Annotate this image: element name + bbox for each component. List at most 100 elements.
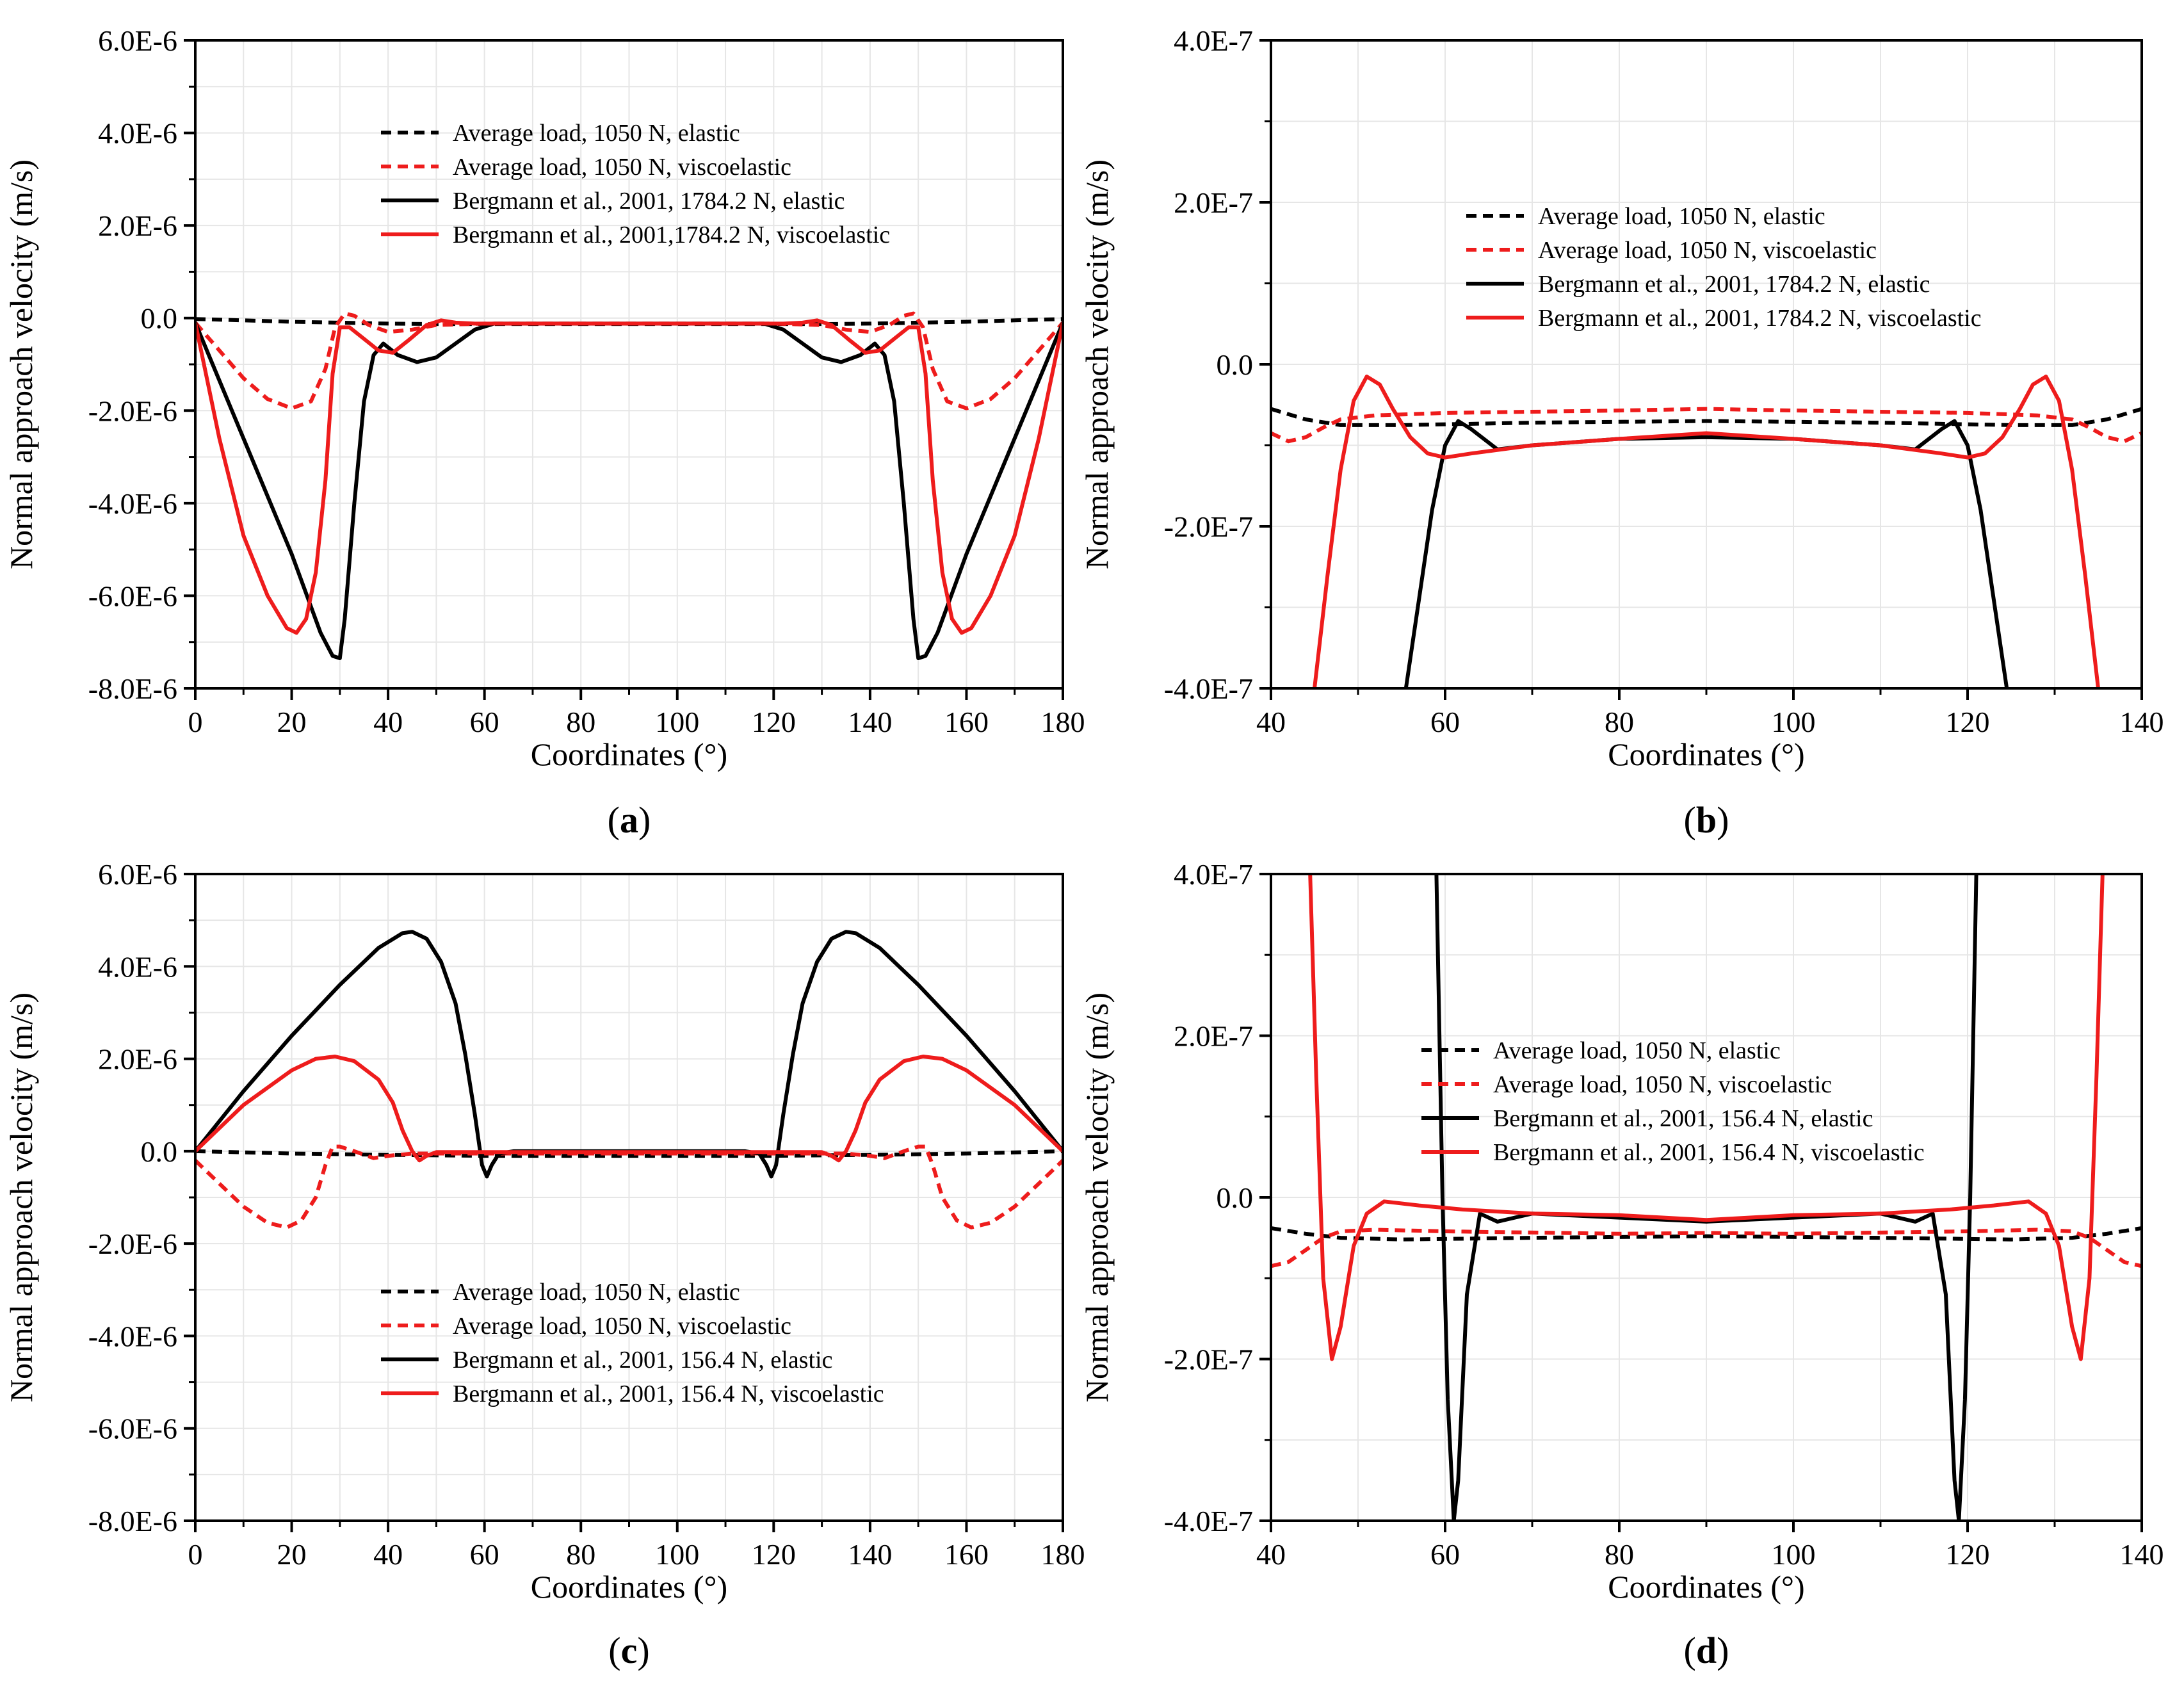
chart-d-xtick-label: 100 xyxy=(1772,1538,1816,1571)
chart-b-legend-label-2: Bergmann et al., 2001, 1784.2 N, elastic xyxy=(1538,271,1930,298)
chart-b-ytick-label: -2.0E-7 xyxy=(1164,510,1253,543)
chart-a-xtick-label: 20 xyxy=(277,706,307,738)
chart-a-legend-label-1: Average load, 1050 N, viscoelastic xyxy=(453,154,791,181)
chart-a-xtick-label: 160 xyxy=(944,706,989,738)
chart-panel-a: 0 20 40 60 80 100 120 140 160 180 6.0E-6 4.0E-6 2.0E… xyxy=(3,24,1085,841)
chart-b-legend: Average load, 1050 N, elastic Average loa… xyxy=(1466,203,1982,332)
chart-a-xtick-label: 40 xyxy=(373,706,403,738)
chart-b-ytick-label: 4.0E-7 xyxy=(1174,24,1253,57)
chart-b-ytick-label: 0.0 xyxy=(1217,348,1254,381)
chart-c-xtick-label: 180 xyxy=(1041,1538,1085,1571)
chart-panel-c: 0 20 40 60 80 100 120 140 160 180 6.0E-6 4.0E-6 2.0E… xyxy=(3,858,1085,1671)
chart-d-ytick-label: 4.0E-7 xyxy=(1174,858,1253,891)
chart-d-ytick-label: 2.0E-7 xyxy=(1174,1020,1253,1053)
chart-b-xtick-label: 60 xyxy=(1430,706,1460,738)
chart-d-xtick-label: 80 xyxy=(1605,1538,1634,1571)
chart-b-series-2-line xyxy=(1403,419,2009,688)
chart-d-xtick-label: 60 xyxy=(1430,1538,1460,1571)
chart-c-ytick-label: 4.0E-6 xyxy=(98,950,177,983)
chart-a-caption-open: ( xyxy=(608,799,620,841)
chart-a-ytick-label: -2.0E-6 xyxy=(88,394,177,427)
chart-b-series-0-line xyxy=(1271,407,2142,427)
chart-b-series-1-line xyxy=(1271,407,2142,444)
chart-b-legend-label-1: Average load, 1050 N, viscoelastic xyxy=(1538,237,1877,264)
chart-c-series-0-line xyxy=(195,1149,1063,1158)
chart-a-legend-label-2: Bergmann et al., 2001, 1784.2 N, elastic xyxy=(453,188,845,215)
chart-a-ytick-label: 2.0E-6 xyxy=(98,209,177,242)
chart-d-series-3-line xyxy=(1308,874,2105,1361)
chart-a-x-axis-title: Coordinates (°) xyxy=(531,736,727,772)
chart-a-xtick-label: 100 xyxy=(655,706,699,738)
chart-a-legend-label-0: Average load, 1050 N, elastic xyxy=(453,120,740,147)
chart-d-caption-open: ( xyxy=(1684,1630,1696,1671)
chart-d-legend: Average load, 1050 N, elastic Average loa… xyxy=(1421,1037,1925,1166)
chart-a-ytick-label: 4.0E-6 xyxy=(98,117,177,150)
chart-d-legend-label-2: Bergmann et al., 2001, 156.4 N, elastic xyxy=(1493,1105,1873,1132)
chart-c-legend-label-3: Bergmann et al., 2001, 156.4 N, viscoela… xyxy=(453,1381,884,1407)
chart-c-ytick-label: -6.0E-6 xyxy=(88,1413,177,1445)
chart-d-series-1-line xyxy=(1271,1227,2142,1268)
chart-b-xtick-label: 100 xyxy=(1772,706,1816,738)
chart-c-xtick-label: 0 xyxy=(188,1538,203,1571)
chart-a-caption-letter: a xyxy=(620,799,638,841)
chart-a-xtick-label: 80 xyxy=(566,706,595,738)
chart-d-y-axis-title: Normal approach velocity (m/s) xyxy=(1079,992,1115,1402)
chart-b-xtick-label: 40 xyxy=(1256,706,1286,738)
chart-a-legend-label-3: Bergmann et al., 2001,1784.2 N, viscoela… xyxy=(453,222,890,248)
chart-c-caption-open: ( xyxy=(608,1630,620,1671)
chart-c-xtick-label: 120 xyxy=(752,1538,796,1571)
chart-d-xtick-label: 120 xyxy=(1946,1538,1990,1571)
chart-a-xtick-label: 0 xyxy=(188,706,203,738)
chart-a-legend: Average load, 1050 N, elastic Average loa… xyxy=(381,120,890,248)
chart-b-ytick-label: -4.0E-7 xyxy=(1164,672,1253,705)
chart-b-xtick-label: 140 xyxy=(2120,706,2164,738)
chart-d-caption-letter: d xyxy=(1696,1630,1717,1671)
chart-c-xtick-label: 140 xyxy=(848,1538,892,1571)
chart-a-ytick-label: -4.0E-6 xyxy=(88,487,177,520)
chart-d-ytick-label: -2.0E-7 xyxy=(1164,1343,1253,1376)
chart-c-ytick-label: -2.0E-6 xyxy=(88,1227,177,1260)
chart-d-xtick-label: 40 xyxy=(1256,1538,1286,1571)
chart-c-ytick-label: -4.0E-6 xyxy=(88,1320,177,1352)
chart-c-xtick-label: 20 xyxy=(277,1538,307,1571)
chart-a-ytick-label: 6.0E-6 xyxy=(98,24,177,57)
chart-d-x-axis-title: Coordinates (°) xyxy=(1608,1569,1804,1605)
chart-c-caption-letter: c xyxy=(621,1630,638,1671)
chart-a-xtick-label: 140 xyxy=(848,706,892,738)
chart-a-ytick-label: -8.0E-6 xyxy=(88,672,177,705)
chart-a-caption: (a) xyxy=(608,799,651,841)
chart-a-caption-close: ) xyxy=(638,799,651,841)
chart-b-xtick-label: 120 xyxy=(1946,706,1990,738)
chart-c-series-3-line xyxy=(195,1055,1063,1163)
chart-d-legend-label-3: Bergmann et al., 2001, 156.4 N, viscoela… xyxy=(1493,1139,1925,1166)
chart-b-caption-close: ) xyxy=(1717,799,1729,841)
chart-panel-b: 40 60 80 100 120 140 4.0E-7 2.0E-7 0.0 -2.0E-7 -4.… xyxy=(1079,24,2164,841)
chart-d-legend-label-0: Average load, 1050 N, elastic xyxy=(1493,1037,1781,1064)
chart-b-x-axis-title: Coordinates (°) xyxy=(1608,736,1804,772)
chart-b-legend-label-3: Bergmann et al., 2001, 1784.2 N, viscoel… xyxy=(1538,305,1982,332)
chart-c-x-axis-title: Coordinates (°) xyxy=(531,1569,727,1605)
chart-c-legend-label-2: Bergmann et al., 2001, 156.4 N, elastic xyxy=(453,1347,832,1373)
chart-a-series-3-line xyxy=(195,318,1063,635)
chart-b-caption-letter: b xyxy=(1696,799,1717,841)
chart-b-series-3-line xyxy=(1313,375,2100,688)
chart-panel-d: 40 60 80 100 120 140 4.0E-7 2.0E-7 0.0 -2.0E-7 -4.… xyxy=(1079,858,2164,1671)
chart-c-xtick-label: 40 xyxy=(373,1538,403,1571)
chart-b-legend-label-0: Average load, 1050 N, elastic xyxy=(1538,203,1825,230)
chart-b-xtick-label: 80 xyxy=(1605,706,1634,738)
chart-b-caption-open: ( xyxy=(1684,799,1696,841)
chart-c-ytick-label: 0.0 xyxy=(141,1135,178,1168)
chart-c-y-axis-title: Normal approach velocity (m/s) xyxy=(3,992,39,1402)
chart-d-xtick-label: 140 xyxy=(2120,1538,2164,1571)
chart-c-caption: (c) xyxy=(608,1630,649,1671)
chart-d-series-0-line xyxy=(1271,1226,2142,1242)
chart-c-legend: Average load, 1050 N, elastic Average loa… xyxy=(381,1279,884,1407)
chart-c-series-1-line xyxy=(195,1144,1063,1229)
chart-c-xtick-label: 80 xyxy=(566,1538,595,1571)
chart-b-ytick-label: 2.0E-7 xyxy=(1174,186,1253,219)
chart-a-xtick-label: 120 xyxy=(752,706,796,738)
chart-d-ytick-label: 0.0 xyxy=(1217,1181,1254,1214)
chart-c-xtick-label: 160 xyxy=(944,1538,989,1571)
